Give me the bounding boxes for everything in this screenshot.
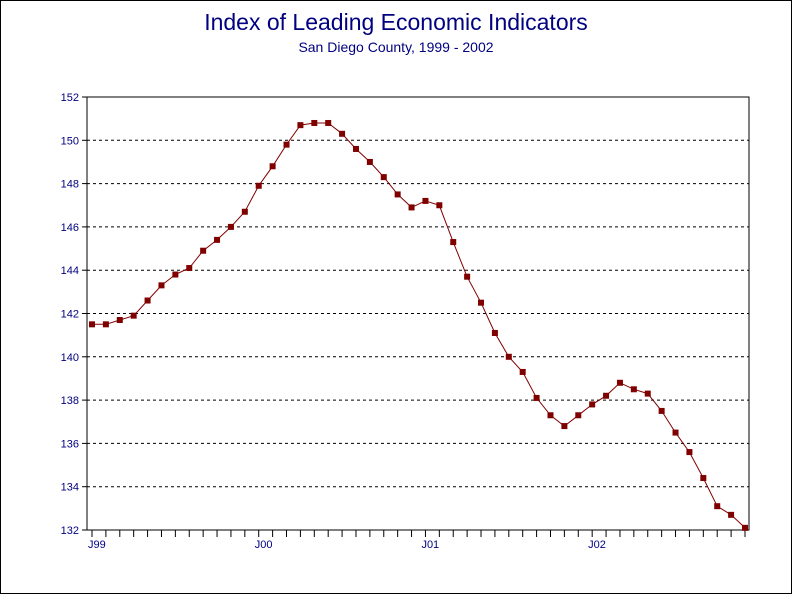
x-tick-label: J01 [421, 539, 439, 551]
data-point [394, 191, 401, 198]
y-tick-label: 144 [61, 265, 79, 277]
y-tick-label: 140 [61, 352, 79, 364]
data-point [380, 174, 387, 181]
data-point [464, 273, 471, 280]
data-point [102, 321, 109, 328]
data-point [408, 204, 415, 211]
data-point [450, 239, 457, 246]
data-point [575, 412, 582, 419]
y-tick-label: 132 [61, 525, 79, 537]
data-point [241, 208, 248, 215]
data-point [214, 236, 221, 243]
y-tick-label: 148 [61, 179, 79, 191]
data-point [672, 429, 679, 436]
data-point [366, 158, 373, 165]
data-point [519, 368, 526, 375]
y-tick-label: 136 [61, 438, 79, 450]
y-tick-label: 146 [61, 222, 79, 234]
data-point [297, 122, 304, 129]
y-tick-label: 134 [61, 482, 79, 494]
data-point [325, 119, 332, 126]
data-point [130, 312, 137, 319]
data-point [186, 265, 193, 272]
x-tick-label: J99 [88, 539, 106, 551]
data-point [533, 394, 540, 401]
data-point [686, 449, 693, 456]
y-tick-label: 138 [61, 395, 79, 407]
data-point [714, 503, 721, 510]
data-point [505, 353, 512, 360]
y-tick-label: 150 [61, 135, 79, 147]
plot-border [86, 96, 750, 531]
data-point [172, 271, 179, 278]
data-point [255, 182, 262, 189]
data-point [616, 379, 623, 386]
data-point [630, 386, 637, 393]
data-point [144, 297, 151, 304]
data-point [603, 392, 610, 399]
data-point [269, 163, 276, 170]
data-point [547, 412, 554, 419]
data-point [742, 524, 748, 531]
x-tick-label: J02 [588, 539, 606, 551]
data-point [89, 321, 95, 328]
data-point [491, 329, 498, 336]
data-point [644, 390, 651, 397]
data-point [158, 282, 165, 289]
data-point [339, 130, 346, 137]
data-point [478, 299, 485, 306]
data-point [436, 202, 443, 209]
x-tick-label: J00 [255, 539, 273, 551]
data-point [200, 247, 207, 254]
data-point [283, 141, 290, 148]
data-point [700, 475, 707, 482]
data-point [352, 145, 359, 152]
data-point [561, 423, 568, 430]
data-point [589, 401, 596, 408]
data-point [311, 119, 318, 126]
y-tick-label: 142 [61, 309, 79, 321]
chart-title: Index of Leading Economic Indicators [204, 9, 588, 35]
data-point [422, 197, 429, 204]
y-tick-label: 152 [61, 92, 79, 104]
data-point [728, 511, 735, 518]
chart-subtitle: San Diego County, 1999 - 2002 [298, 39, 494, 55]
data-point [658, 407, 665, 414]
data-point [116, 316, 123, 323]
data-point [227, 223, 234, 230]
